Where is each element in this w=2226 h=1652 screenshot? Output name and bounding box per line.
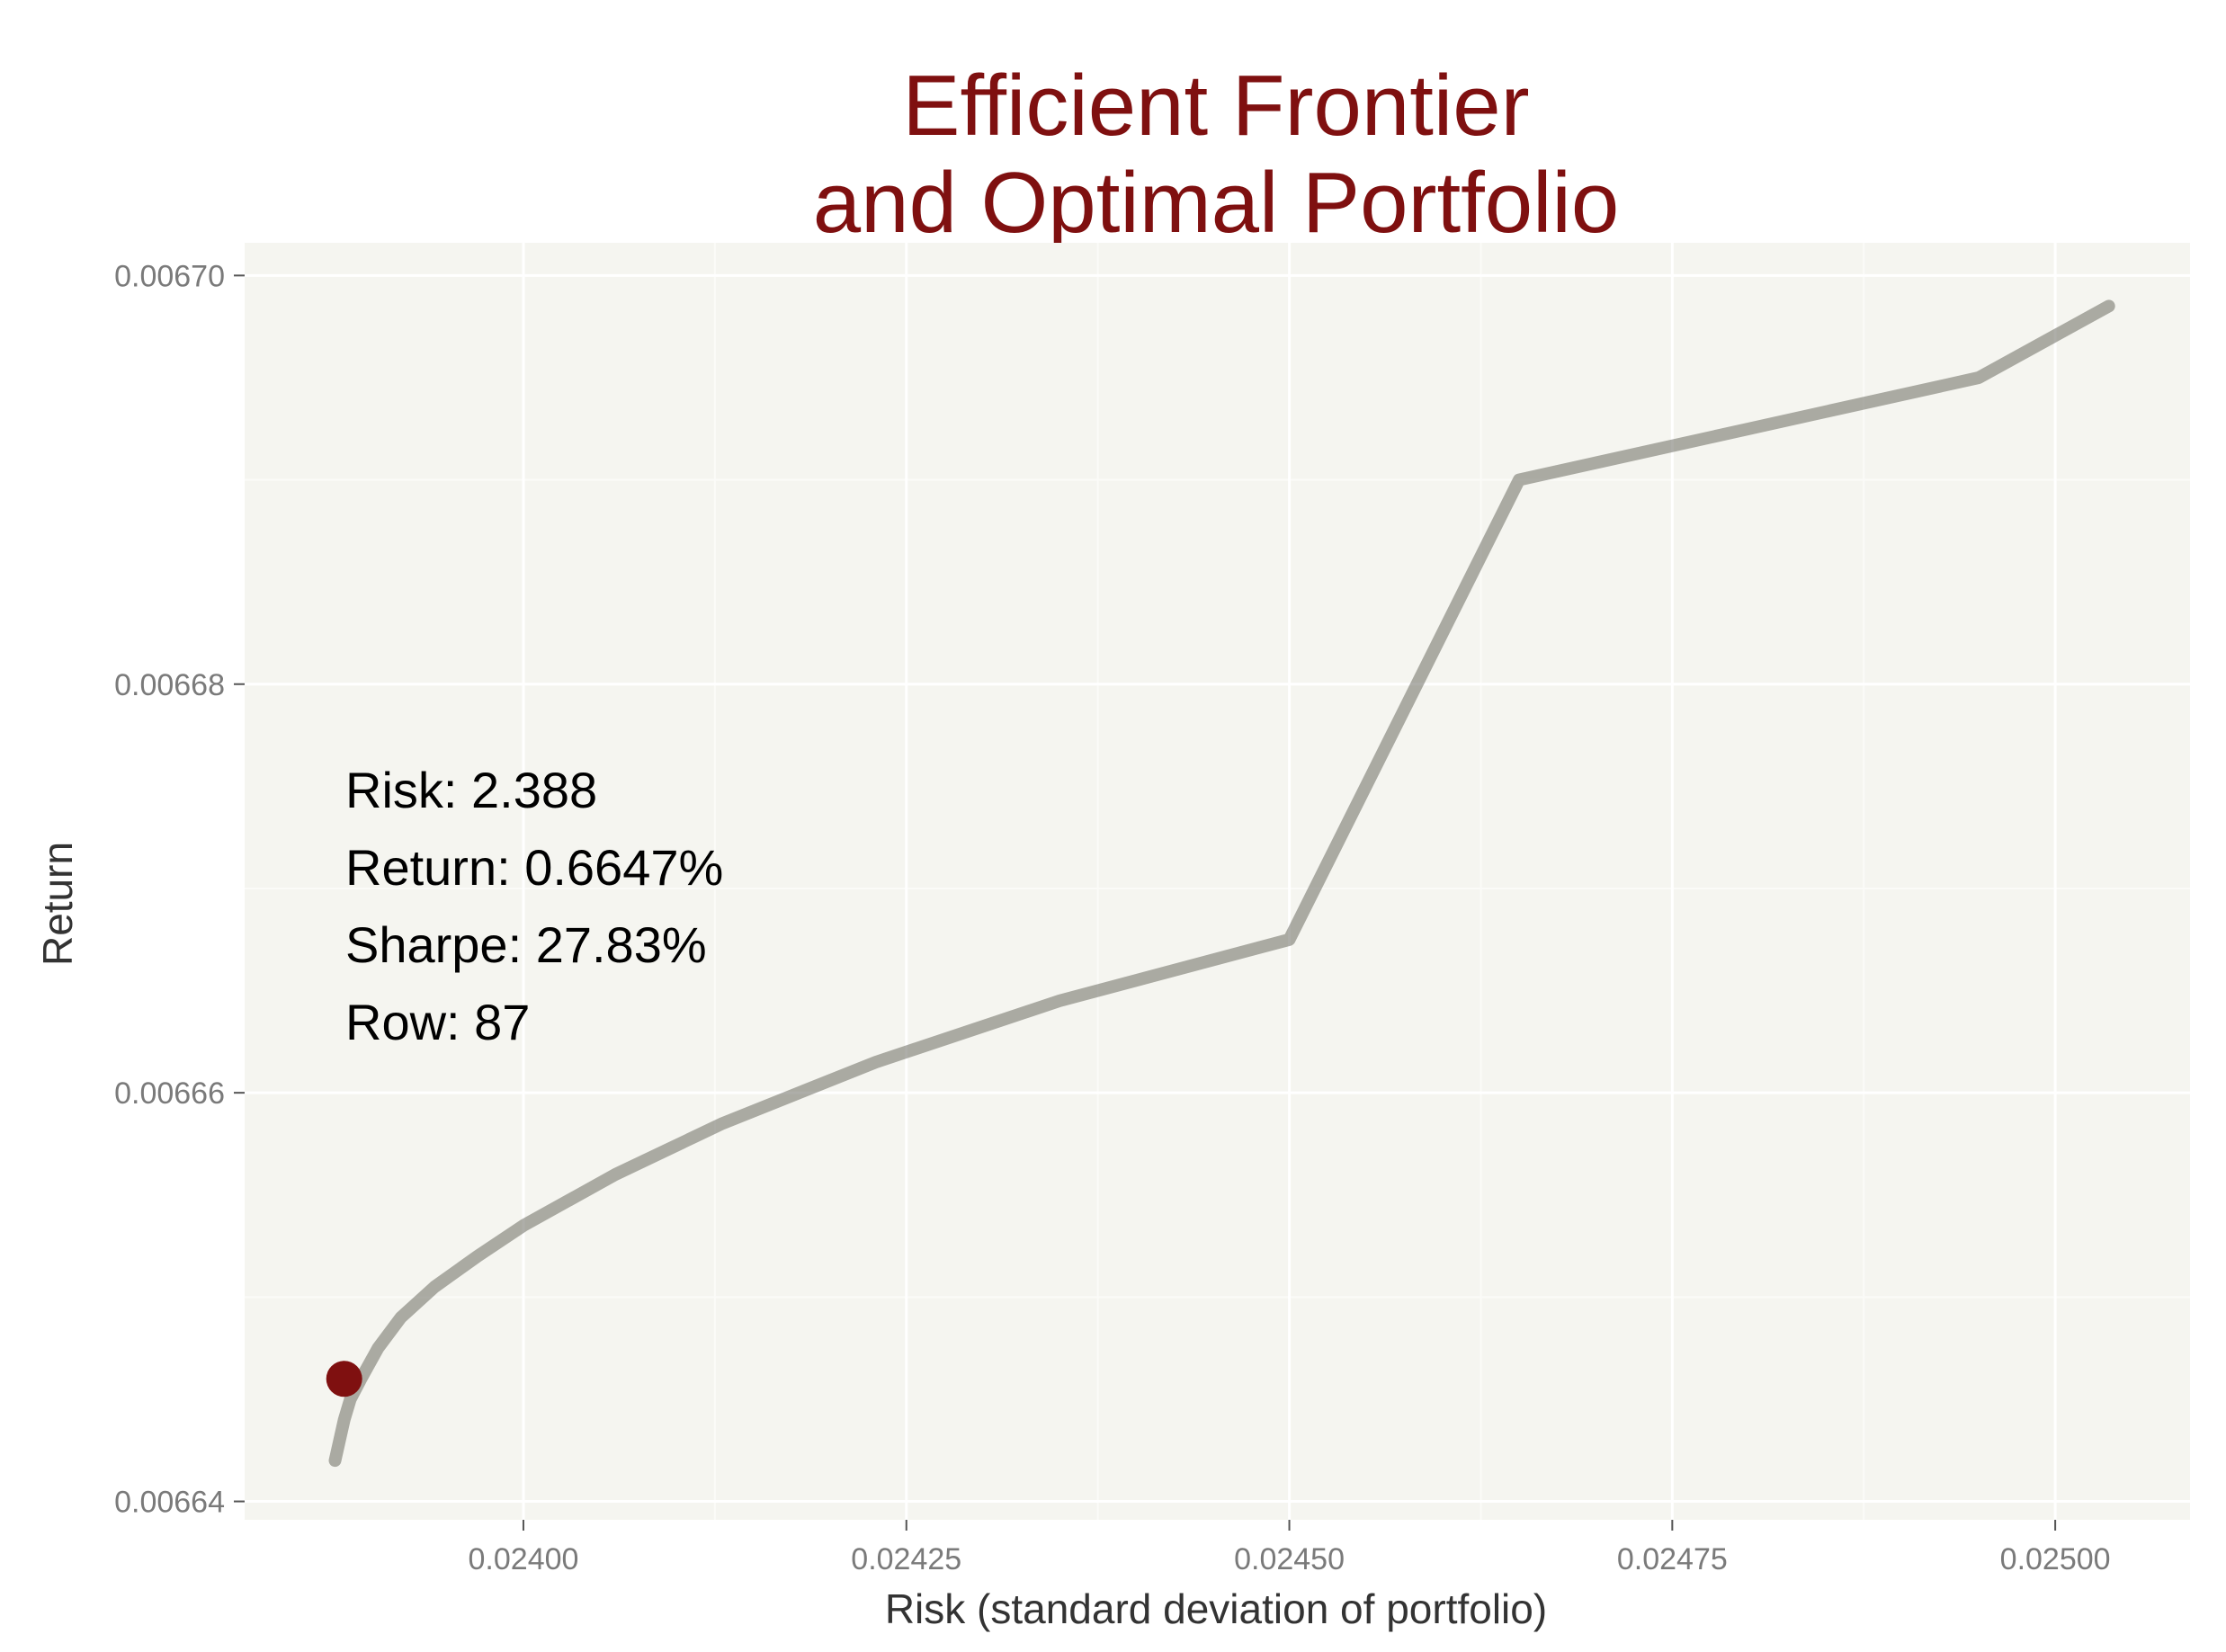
x-tick-label: 0.02475 [1617,1542,1728,1576]
grid-lines [245,243,2190,1520]
annotation-return: Return: 0.6647% [345,839,723,896]
optimal-portfolio-point [326,1361,362,1398]
chart-title-line-2: and Optimal Portfolio [813,155,1619,251]
x-axis-title: Risk (standard deviation of portfolio) [885,1585,1547,1632]
annotation-sharpe: Sharpe: 27.83% [345,916,707,973]
x-tick-label: 0.02450 [1234,1542,1345,1576]
y-tick-label: 0.00664 [114,1486,225,1520]
x-tick-label: 0.02400 [469,1542,579,1576]
optimal-portfolio-layer [326,1361,362,1398]
chart-title: Efficient Frontier and Optimal Portfolio [813,58,1619,251]
efficient-frontier-series [328,299,2115,1468]
y-axis-title: Return [34,842,81,966]
annotation-row: Row: 87 [345,994,530,1050]
y-tick-label: 0.00668 [114,668,225,702]
chart-title-line-1: Efficient Frontier [902,58,1529,154]
plot-panel [245,243,2190,1520]
y-axis: 0.00664 0.00666 0.00668 0.00670 [114,259,245,1520]
x-axis: 0.02400 0.02425 0.02450 0.02475 0.02500 [469,1520,2111,1576]
frontier-line [328,299,2115,1468]
x-tick-label: 0.02500 [2000,1542,2111,1576]
optimal-portfolio-annotation: Risk: 2.388 Return: 0.6647% Sharpe: 27.8… [345,762,723,1050]
annotation-risk: Risk: 2.388 [345,762,597,818]
y-tick-label: 0.00670 [114,259,225,293]
x-tick-label: 0.02425 [851,1542,961,1576]
y-tick-label: 0.00666 [114,1076,225,1111]
